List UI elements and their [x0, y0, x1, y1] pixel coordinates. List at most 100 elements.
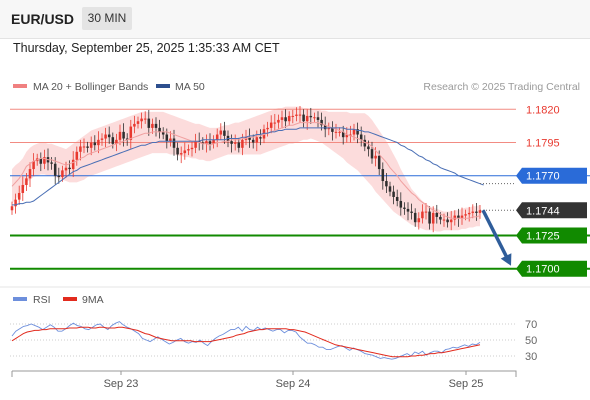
candle-body: [14, 199, 17, 207]
candle-body: [259, 137, 262, 139]
level-tag-1.1725: [516, 227, 587, 244]
candle-body: [71, 159, 75, 170]
candle-body: [151, 123, 154, 128]
candle-body: [406, 208, 410, 212]
x-tick-label: Sep 25: [449, 378, 484, 390]
candle-body: [309, 115, 313, 118]
legend-swatch-9ma: [63, 297, 77, 301]
legend-label-ma20: MA 20 + Bollinger Bands: [33, 81, 148, 93]
candle-body: [25, 178, 28, 186]
rsi-ma9-line: [11, 326, 481, 358]
candle-body: [471, 211, 475, 213]
rsi-panel: 70 50 30: [10, 319, 537, 363]
candle-body: [233, 142, 237, 144]
candle-body: [140, 118, 143, 122]
candle-body: [194, 141, 197, 148]
time-axis: Sep 23 Sep 24 Sep 25: [11, 370, 517, 390]
level-label-1.1725: 1.1725: [526, 231, 560, 243]
level-label-1.1795: 1.1795: [526, 138, 560, 150]
candle-body: [169, 138, 172, 142]
level-tag-1.1744: [516, 202, 587, 219]
rsi-line: [11, 321, 481, 360]
candle-body: [370, 149, 374, 159]
ma50-line: [12, 127, 484, 206]
candle-body: [39, 158, 43, 164]
candle-body: [305, 115, 309, 122]
candle-body: [122, 131, 125, 139]
candle-body: [431, 212, 435, 224]
legend-label-ma50: MA 50: [175, 81, 205, 93]
candle-body: [64, 167, 68, 171]
candle-body: [104, 134, 107, 139]
candle-body: [428, 211, 431, 224]
candle-body: [478, 210, 482, 213]
candle-body: [273, 122, 277, 124]
candle-body: [143, 118, 147, 120]
candle-body: [201, 142, 205, 144]
candle-body: [75, 151, 79, 160]
candle-body: [176, 147, 179, 155]
candle-body: [331, 127, 334, 132]
candle-body: [107, 134, 111, 138]
candle-body: [212, 139, 215, 144]
forecast-arrow-shaft: [481, 209, 510, 261]
x-tick-label: Sep 24: [276, 378, 311, 390]
candle-body: [287, 115, 291, 122]
candle-body: [457, 215, 460, 219]
candle-body: [197, 141, 201, 143]
candle-body: [111, 137, 115, 144]
level-tag-1.1700: [516, 260, 587, 277]
candle-body: [118, 131, 122, 140]
candle-body: [446, 219, 449, 223]
candle-body: [449, 219, 453, 223]
forecast-arrow-head: [500, 253, 512, 266]
candle-body: [165, 134, 169, 142]
legend-label-rsi: RSI: [33, 294, 51, 306]
candle-body: [53, 163, 57, 176]
candle-body: [129, 126, 133, 140]
candle-body: [475, 211, 478, 213]
candle-body: [93, 142, 97, 146]
candle-body: [97, 139, 100, 146]
candle-body: [237, 142, 241, 148]
candle-body: [327, 127, 331, 130]
candle-body: [403, 207, 406, 209]
candle-body: [82, 146, 86, 148]
candle-body: [377, 155, 381, 170]
legend-label-9ma: 9MA: [82, 294, 104, 306]
candle-body: [187, 149, 190, 151]
candle-body: [255, 137, 259, 143]
candle-body: [280, 117, 284, 120]
candle-body: [68, 167, 71, 170]
candle-body: [215, 134, 219, 140]
candle-body: [219, 130, 223, 135]
candle-body: [183, 150, 187, 154]
candle-body: [421, 211, 424, 219]
candle-body: [133, 123, 136, 127]
candle-body: [385, 181, 388, 187]
candle-body: [89, 142, 93, 148]
candle-body: [100, 138, 104, 140]
candle-body: [147, 118, 151, 128]
level-label-1.1820: 1.1820: [526, 104, 560, 116]
candle-body: [262, 129, 266, 139]
candle-body: [291, 115, 295, 117]
top-bar: EUR/USD 30 MIN: [0, 0, 590, 39]
candle-body: [10, 206, 14, 211]
candle-body: [464, 214, 467, 216]
level-label-1.1770: 1.1770: [526, 171, 560, 183]
x-axis-line: [11, 370, 517, 377]
legend-swatch-ma50: [156, 84, 170, 88]
candle-body: [395, 196, 399, 201]
candle-body: [21, 185, 25, 193]
level-tag-1.1770: [516, 167, 587, 184]
candle-body: [115, 139, 118, 144]
candle-body: [442, 219, 446, 221]
candle-body: [43, 157, 46, 164]
candle-body: [241, 139, 244, 148]
candle-body: [79, 146, 82, 152]
candle-body: [367, 146, 370, 150]
candle-body: [251, 139, 255, 143]
bollinger-bands: [12, 106, 480, 232]
interval-button[interactable]: 30 MIN: [82, 7, 132, 30]
